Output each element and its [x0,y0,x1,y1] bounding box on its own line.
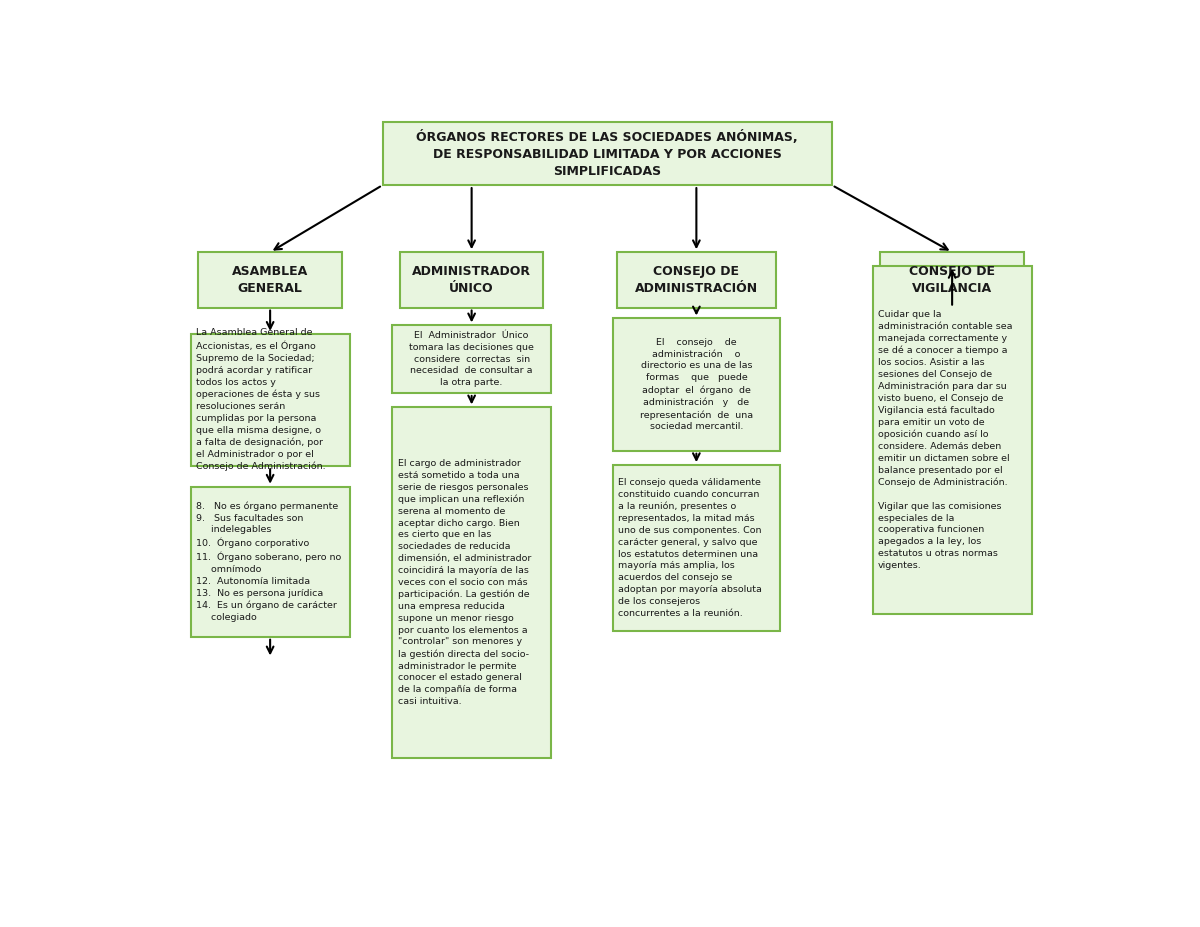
Text: CONSEJO DE
ADMINISTRACIÓN: CONSEJO DE ADMINISTRACIÓN [635,265,758,295]
Text: 8.   No es órgano permanente
9.   Sus facultades son
     indelegables
10.  Órga: 8. No es órgano permanente 9. Sus facult… [196,502,341,622]
FancyBboxPatch shape [617,252,776,308]
Text: ADMINISTRADOR
ÚNICO: ADMINISTRADOR ÚNICO [412,265,532,295]
Text: El cargo de administrador
está sometido a toda una
serie de riesgos personales
q: El cargo de administrador está sometido … [397,459,530,706]
FancyBboxPatch shape [198,252,342,308]
FancyBboxPatch shape [400,252,544,308]
FancyBboxPatch shape [392,407,551,757]
Text: El  Administrador  Único
tomara las decisiones que
considere  correctas  sin
nec: El Administrador Único tomara las decisi… [409,331,534,387]
FancyBboxPatch shape [613,318,780,451]
Text: ASAMBLEA
GENERAL: ASAMBLEA GENERAL [232,265,308,295]
FancyBboxPatch shape [191,334,349,466]
Text: El consejo queda válidamente
constituido cuando concurran
a la reunión, presente: El consejo queda válidamente constituido… [618,478,762,617]
Text: Cuidar que la
administración contable sea
manejada correctamente y
se dé a conoc: Cuidar que la administración contable se… [878,311,1013,570]
FancyBboxPatch shape [613,465,780,630]
Text: La Asamblea General de
Accionistas, es el Órgano
Supremo de la Sociedad;
podrá a: La Asamblea General de Accionistas, es e… [196,328,325,472]
Text: ÓRGANOS RECTORES DE LAS SOCIEDADES ANÓNIMAS,
DE RESPONSABILIDAD LIMITADA Y POR A: ÓRGANOS RECTORES DE LAS SOCIEDADES ANÓNI… [416,130,798,178]
FancyBboxPatch shape [191,487,349,637]
FancyBboxPatch shape [392,325,551,393]
FancyBboxPatch shape [881,252,1024,308]
FancyBboxPatch shape [872,266,1032,614]
Text: CONSEJO DE
VIGILANCIA: CONSEJO DE VIGILANCIA [910,265,995,295]
FancyBboxPatch shape [383,122,832,185]
Text: El    consejo    de
administración    o
directorio es una de las
formas    que  : El consejo de administración o directori… [640,337,752,431]
